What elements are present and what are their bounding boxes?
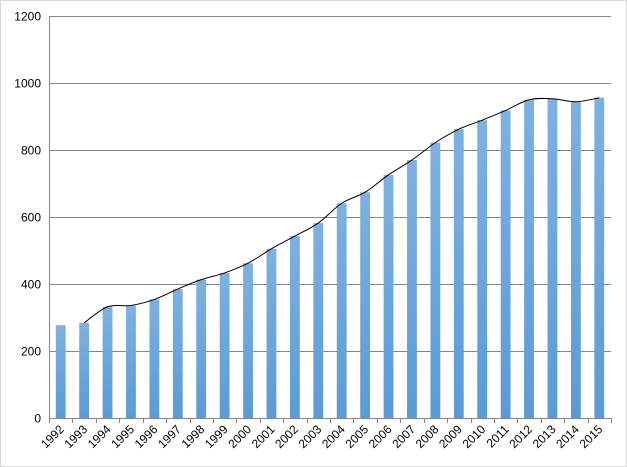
bar-2005 — [360, 192, 371, 418]
x-tick-label-1999: 1999 — [202, 422, 231, 451]
trendline-path — [83, 97, 600, 324]
bar-2002 — [289, 236, 300, 418]
x-tick-label-2005: 2005 — [342, 422, 371, 451]
bar-1994 — [102, 306, 113, 418]
y-tick-label-800: 800 — [21, 144, 41, 158]
x-tick-labels: 1992199319941995199619971998199920002001… — [38, 422, 606, 451]
bar-2006 — [383, 174, 394, 418]
y-tick-label-600: 600 — [21, 211, 41, 225]
x-tick-label-1993: 1993 — [61, 422, 90, 451]
x-tick-label-2004: 2004 — [319, 422, 348, 451]
bar-2003 — [313, 223, 324, 418]
x-tick-label-2012: 2012 — [506, 422, 535, 451]
trendline — [83, 97, 600, 324]
bar-1996 — [149, 299, 160, 418]
bar-1997 — [172, 289, 183, 418]
x-tick-label-2001: 2001 — [249, 422, 278, 451]
x-tick-label-1994: 1994 — [85, 422, 114, 451]
gridlines — [49, 16, 611, 419]
y-tick-labels: 0 200 400 600 800 1000 1200 — [14, 10, 41, 426]
bar-2001 — [266, 248, 277, 418]
x-tick-label-2009: 2009 — [436, 422, 465, 451]
x-tick-label-1995: 1995 — [108, 422, 137, 451]
x-tick-label-2010: 2010 — [460, 422, 489, 451]
y-tick-label-400: 400 — [21, 278, 41, 292]
bar-1998 — [196, 279, 207, 418]
x-tick-label-2013: 2013 — [530, 422, 559, 451]
y-tick-label-1000: 1000 — [14, 77, 41, 91]
bar-1992 — [55, 325, 66, 418]
bar-2015 — [594, 97, 605, 419]
bars — [55, 97, 605, 419]
bar-2013 — [547, 98, 558, 419]
bar-1995 — [126, 305, 136, 418]
x-tick-label-2008: 2008 — [413, 422, 442, 451]
bar-2010 — [477, 120, 488, 418]
bar-2000 — [243, 263, 253, 418]
bar-2007 — [407, 160, 417, 419]
x-tick-label-1997: 1997 — [155, 422, 184, 451]
bar-1999 — [219, 272, 230, 418]
x-tick-label-2014: 2014 — [553, 422, 582, 451]
x-tick-label-2003: 2003 — [296, 422, 325, 451]
y-tick-label-1200: 1200 — [14, 10, 41, 24]
x-tick-label-2000: 2000 — [225, 422, 254, 451]
bar-2012 — [524, 99, 534, 418]
bar-2011 — [500, 110, 511, 418]
bar-1993 — [79, 322, 90, 418]
y-tick-label-0: 0 — [34, 412, 41, 426]
x-tick-label-2015: 2015 — [577, 422, 606, 451]
x-tick-label-1992: 1992 — [38, 422, 67, 451]
x-tick-label-2007: 2007 — [389, 422, 418, 451]
x-tick-label-2006: 2006 — [366, 422, 395, 451]
y-tick-label-200: 200 — [21, 345, 41, 359]
bar-2014 — [570, 101, 581, 418]
x-tick-label-1998: 1998 — [179, 422, 208, 451]
x-tick-label-1996: 1996 — [132, 422, 161, 451]
x-tick-label-2002: 2002 — [272, 422, 301, 451]
bar-2004 — [336, 203, 347, 418]
bar-2008 — [430, 142, 441, 418]
bar-2009 — [453, 129, 464, 419]
x-tick-label-2011: 2011 — [484, 422, 512, 450]
axes — [49, 16, 612, 423]
